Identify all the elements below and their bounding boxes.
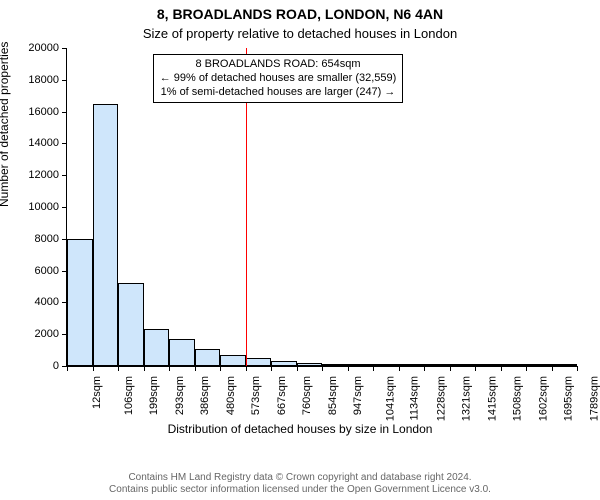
x-tick-label: 573sqm: [250, 376, 262, 415]
x-tick-label: 1602sqm: [537, 376, 549, 421]
x-tick: [195, 366, 196, 371]
annotation-line-3: 1% of semi-detached houses are larger (2…: [160, 86, 397, 100]
y-tick: [62, 112, 67, 113]
x-tick-label: 293sqm: [174, 376, 186, 415]
histogram-bar: [195, 349, 221, 366]
x-tick: [93, 366, 94, 371]
chart-title-main: 8, BROADLANDS ROAD, LONDON, N6 4AN: [0, 6, 600, 22]
y-tick: [62, 80, 67, 81]
histogram-bar: [322, 364, 348, 366]
y-tick: [62, 207, 67, 208]
x-tick-label: 854sqm: [327, 376, 339, 415]
x-tick: [552, 366, 553, 371]
y-tick-label: 0: [53, 360, 59, 372]
histogram-bar: [93, 104, 119, 366]
annotation-line-2: ← 99% of detached houses are smaller (32…: [160, 72, 397, 86]
x-tick: [67, 366, 68, 371]
x-tick: [475, 366, 476, 371]
x-tick: [271, 366, 272, 371]
histogram-bar: [169, 339, 195, 366]
x-tick: [424, 366, 425, 371]
histogram-bar: [526, 364, 552, 366]
x-tick-label: 1134sqm: [408, 376, 420, 420]
histogram-bar: [144, 329, 170, 366]
x-tick: [118, 366, 119, 371]
histogram-bar: [118, 283, 144, 366]
histogram-bar: [399, 364, 425, 366]
y-tick-label: 20000: [28, 42, 59, 54]
footer-line-2: Contains public sector information licen…: [0, 484, 600, 496]
x-tick-label: 1789sqm: [588, 376, 600, 421]
x-tick: [144, 366, 145, 371]
x-tick: [246, 366, 247, 371]
y-tick-label: 10000: [28, 201, 59, 213]
x-tick: [322, 366, 323, 371]
x-tick: [577, 366, 578, 371]
chart-title-sub: Size of property relative to detached ho…: [0, 26, 600, 41]
histogram-bar: [271, 361, 297, 366]
y-tick-label: 18000: [28, 74, 59, 86]
y-tick: [62, 48, 67, 49]
x-tick-label: 199sqm: [148, 376, 160, 415]
y-tick: [62, 143, 67, 144]
footer-line-1: Contains HM Land Registry data © Crown c…: [0, 472, 600, 484]
x-tick-label: 106sqm: [123, 376, 135, 415]
x-tick-label: 1228sqm: [435, 376, 447, 421]
y-tick-label: 8000: [35, 233, 59, 245]
histogram-bar: [297, 363, 323, 366]
x-tick: [526, 366, 527, 371]
y-tick-label: 12000: [28, 169, 59, 181]
y-tick: [62, 175, 67, 176]
x-tick: [399, 366, 400, 371]
x-tick-label: 1508sqm: [511, 376, 523, 421]
x-tick: [348, 366, 349, 371]
x-tick-label: 947sqm: [352, 376, 364, 415]
x-tick: [373, 366, 374, 371]
x-tick: [501, 366, 502, 371]
histogram-bar: [501, 364, 527, 366]
x-tick: [450, 366, 451, 371]
x-tick: [220, 366, 221, 371]
y-tick-label: 16000: [28, 106, 59, 118]
x-tick-label: 1695sqm: [562, 376, 574, 421]
x-tick-label: 1415sqm: [486, 376, 498, 421]
histogram-bar: [552, 364, 578, 366]
histogram-bar: [220, 355, 246, 366]
x-tick-label: 12sqm: [91, 376, 103, 409]
histogram-bar: [424, 364, 450, 366]
x-tick-label: 667sqm: [276, 376, 288, 415]
x-tick-label: 480sqm: [225, 376, 237, 415]
x-axis-label: Distribution of detached houses by size …: [0, 422, 600, 436]
y-tick-label: 6000: [35, 265, 59, 277]
y-tick-label: 4000: [35, 296, 59, 308]
x-tick: [169, 366, 170, 371]
y-axis-label: Number of detached properties: [0, 42, 11, 207]
x-tick-label: 386sqm: [199, 376, 211, 415]
histogram-bar: [67, 239, 93, 366]
y-tick-label: 14000: [28, 137, 59, 149]
x-tick: [297, 366, 298, 371]
annotation-box: 8 BROADLANDS ROAD: 654sqm ← 99% of detac…: [153, 54, 404, 103]
histogram-bar: [246, 358, 272, 366]
annotation-line-1: 8 BROADLANDS ROAD: 654sqm: [160, 58, 397, 72]
histogram-bar: [450, 364, 476, 366]
y-tick-label: 2000: [35, 328, 59, 340]
x-tick-label: 1321sqm: [460, 376, 472, 421]
x-tick-label: 760sqm: [301, 376, 313, 415]
chart-footer: Contains HM Land Registry data © Crown c…: [0, 472, 600, 496]
histogram-bar: [348, 364, 374, 366]
histogram-bar: [475, 364, 501, 366]
histogram-bar: [373, 364, 399, 366]
x-tick-label: 1041sqm: [384, 376, 396, 421]
property-size-chart: 8, BROADLANDS ROAD, LONDON, N6 4AN Size …: [0, 0, 600, 500]
